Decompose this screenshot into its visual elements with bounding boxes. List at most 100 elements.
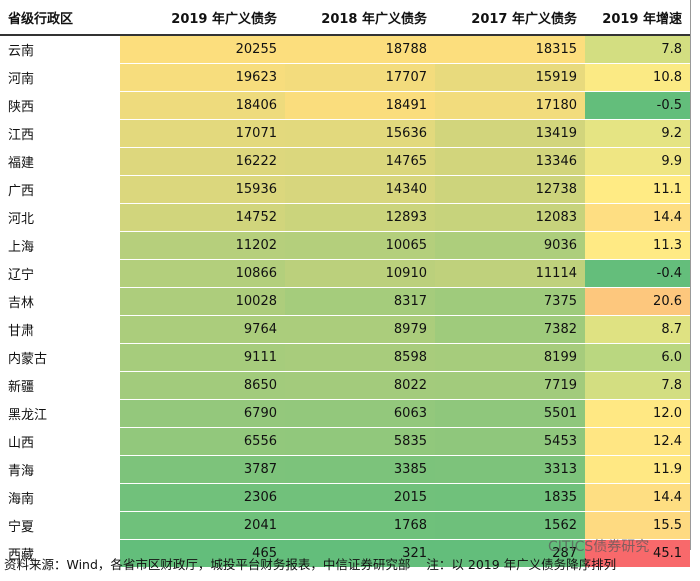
header-cell: 2018 年广义债务: [285, 0, 435, 36]
table-row: 广西 15936 14340 12738 11.1: [0, 175, 690, 204]
value-cell: 6556: [120, 427, 285, 456]
table-row: 山西 6556 5835 5453 12.4: [0, 427, 690, 456]
province-cell: 黑龙江: [0, 399, 120, 428]
value-cell: 11114: [435, 259, 585, 288]
province-cell: 福建: [0, 147, 120, 176]
value-cell: 6790: [120, 399, 285, 428]
province-cell: 新疆: [0, 371, 120, 400]
table-body: 云南 20255 18788 18315 7.8 河南 19623 17707 15919 10.…: [0, 35, 690, 568]
table-row: 吉林 10028 8317 7375 20.6: [0, 287, 690, 316]
value-cell: 20.6: [585, 287, 690, 316]
value-cell: 14.4: [585, 203, 690, 232]
header-cell: 省级行政区: [0, 0, 120, 36]
value-cell: 2041: [120, 511, 285, 540]
province-cell: 海南: [0, 483, 120, 512]
value-cell: 17071: [120, 119, 285, 148]
value-cell: 5501: [435, 399, 585, 428]
table-row: 福建 16222 14765 13346 9.9: [0, 147, 690, 176]
value-cell: 3385: [285, 455, 435, 484]
header-cell: 2019 年广义债务: [120, 0, 285, 36]
value-cell: 9764: [120, 315, 285, 344]
value-cell: 13419: [435, 119, 585, 148]
value-cell: 11202: [120, 231, 285, 260]
value-cell: 17707: [285, 63, 435, 92]
value-cell: 12083: [435, 203, 585, 232]
value-cell: 8650: [120, 371, 285, 400]
value-cell: 6.0: [585, 343, 690, 372]
watermark: CITICS债券研究: [548, 539, 650, 555]
value-cell: 14752: [120, 203, 285, 232]
province-cell: 西藏: [0, 539, 120, 568]
header-row: 省级行政区 2019 年广义债务 2018 年广义债务 2017 年广义债务 2019 …: [0, 0, 690, 36]
table-row: 上海 11202 10065 9036 11.3: [0, 231, 690, 260]
table-row: 甘肃 9764 8979 7382 8.7: [0, 315, 690, 344]
value-cell: 1835: [435, 483, 585, 512]
province-cell: 上海: [0, 231, 120, 260]
header-cell: 2019 年增速: [585, 0, 690, 36]
value-cell: 1768: [285, 511, 435, 540]
value-cell: 15.5: [585, 511, 690, 540]
table-row: 陕西 18406 18491 17180 -0.5: [0, 91, 690, 120]
value-cell: 2306: [120, 483, 285, 512]
value-cell: 7.8: [585, 371, 690, 400]
province-cell: 陕西: [0, 91, 120, 120]
value-cell: 12893: [285, 203, 435, 232]
table-row: 海南 2306 2015 1835 14.4: [0, 483, 690, 512]
value-cell: 6063: [285, 399, 435, 428]
value-cell: 18491: [285, 91, 435, 120]
table-row: 河南 19623 17707 15919 10.8: [0, 63, 690, 92]
value-cell: 17180: [435, 91, 585, 120]
value-cell: 5453: [435, 427, 585, 456]
value-cell: 321: [285, 539, 435, 568]
value-cell: 10065: [285, 231, 435, 260]
province-cell: 河南: [0, 63, 120, 92]
value-cell: 20255: [120, 35, 285, 64]
value-cell: 18315: [435, 35, 585, 64]
province-cell: 云南: [0, 35, 120, 64]
province-cell: 甘肃: [0, 315, 120, 344]
value-cell: 9.2: [585, 119, 690, 148]
divider: [690, 0, 691, 550]
value-cell: 7719: [435, 371, 585, 400]
value-cell: 287: [435, 539, 585, 568]
value-cell: 14765: [285, 147, 435, 176]
note: 注：以 2019 年广义债务降序排列: [426, 557, 617, 572]
value-cell: 15636: [285, 119, 435, 148]
table-row: 江西 17071 15636 13419 9.2: [0, 119, 690, 148]
source: 资料来源：Wind，各省市区财政厅，城投平台财务报表，中信证券研究部: [4, 557, 411, 572]
value-cell: 9036: [435, 231, 585, 260]
value-cell: 12738: [435, 175, 585, 204]
table-row: 西藏 465 321 287 45.1: [0, 539, 690, 568]
value-cell: 8022: [285, 371, 435, 400]
value-cell: 7375: [435, 287, 585, 316]
value-cell: 10028: [120, 287, 285, 316]
province-cell: 广西: [0, 175, 120, 204]
table-row: 内蒙古 9111 8598 8199 6.0: [0, 343, 690, 372]
table-row: 黑龙江 6790 6063 5501 12.0: [0, 399, 690, 428]
province-cell: 河北: [0, 203, 120, 232]
province-cell: 辽宁: [0, 259, 120, 288]
value-cell: 8598: [285, 343, 435, 372]
value-cell: -0.4: [585, 259, 690, 288]
table-row: 宁夏 2041 1768 1562 15.5: [0, 511, 690, 540]
value-cell: 15936: [120, 175, 285, 204]
value-cell: 9.9: [585, 147, 690, 176]
header-cell: 2017 年广义债务: [435, 0, 585, 36]
table-row: 辽宁 10866 10910 11114 -0.4: [0, 259, 690, 288]
table-row: 云南 20255 18788 18315 7.8: [0, 35, 690, 64]
value-cell: 19623: [120, 63, 285, 92]
value-cell: 10.8: [585, 63, 690, 92]
value-cell: 11.3: [585, 231, 690, 260]
value-cell: 5835: [285, 427, 435, 456]
value-cell: 15919: [435, 63, 585, 92]
value-cell: 18406: [120, 91, 285, 120]
value-cell: 7382: [435, 315, 585, 344]
debt-table: 省级行政区 2019 年广义债务 2018 年广义债务 2017 年广义债务 2019 …: [0, 0, 690, 568]
value-cell: 12.0: [585, 399, 690, 428]
value-cell: 8979: [285, 315, 435, 344]
value-cell: 7.8: [585, 35, 690, 64]
province-cell: 山西: [0, 427, 120, 456]
value-cell: 16222: [120, 147, 285, 176]
value-cell: 10866: [120, 259, 285, 288]
